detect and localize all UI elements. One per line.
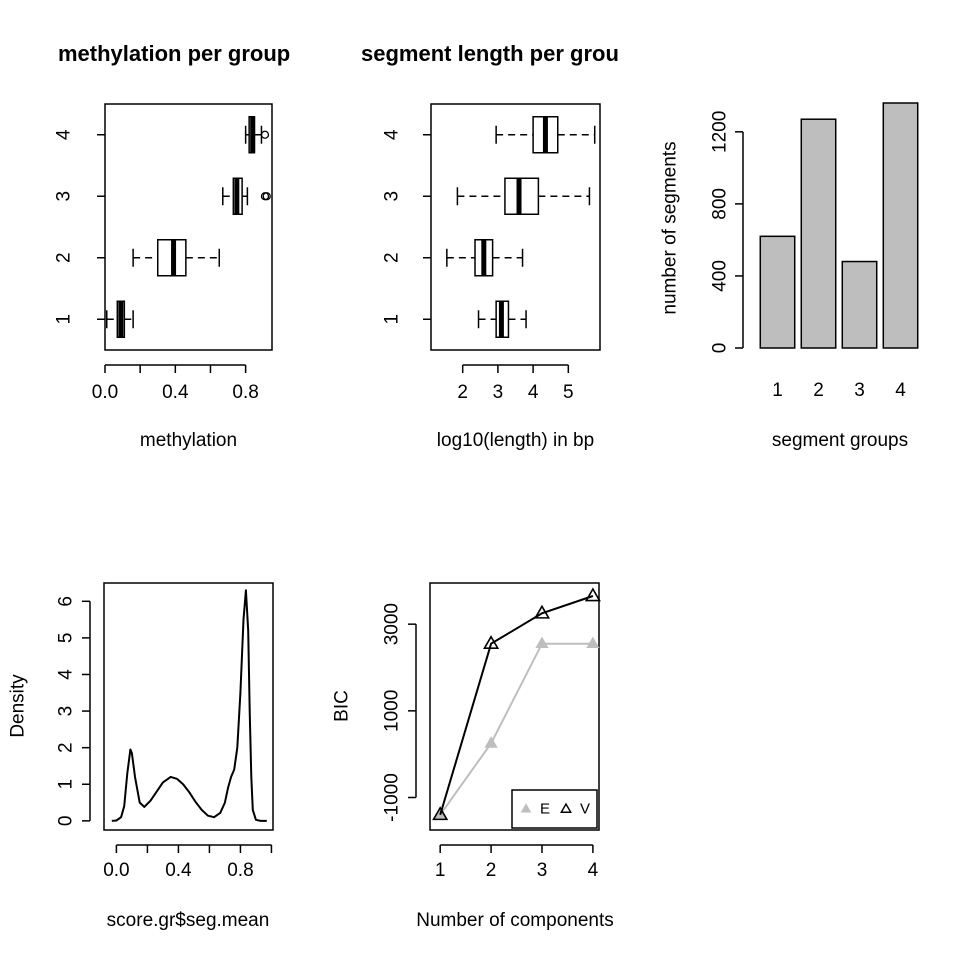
density-curve bbox=[111, 589, 267, 822]
x-tick-label: 5 bbox=[563, 382, 574, 403]
panel-methylation-boxplot: methylation per group 1 2 3 4 0.0 0.4 0.8 methyl… bbox=[54, 41, 291, 451]
y-tick-label: 4 bbox=[54, 129, 75, 140]
plot-title: segment length per grou bbox=[361, 41, 619, 66]
y-tick-label: 1 bbox=[382, 314, 403, 325]
legend-marker-V bbox=[560, 802, 572, 813]
x-tick-label: 3 bbox=[854, 380, 865, 401]
panel-bic-plot: E V 1 2 3 4 -1000 1000 3000 BIC Number of componen… bbox=[332, 582, 614, 931]
y-tick-label: 3000 bbox=[382, 603, 403, 645]
series-point-V bbox=[533, 604, 551, 619]
y-tick-label: 0 bbox=[710, 343, 731, 354]
x-tick-label: 0.4 bbox=[162, 382, 189, 403]
series-point-V bbox=[483, 635, 500, 650]
bar-group-3 bbox=[841, 260, 878, 349]
x-tick-label: 2 bbox=[486, 860, 497, 881]
x-tick-label: 4 bbox=[588, 860, 599, 881]
x-axis-label: log10(length) in bp bbox=[437, 430, 594, 451]
y-tick-label: -1000 bbox=[382, 773, 403, 822]
x-axis-label: segment groups bbox=[772, 430, 908, 451]
plot-frame bbox=[429, 582, 600, 831]
series-point-V bbox=[432, 806, 449, 821]
series-point-E bbox=[586, 636, 600, 649]
x-tick-label: 0.4 bbox=[165, 860, 192, 881]
series-point-E bbox=[484, 736, 498, 748]
x-tick-label: 4 bbox=[528, 382, 539, 403]
y-tick-label: 4 bbox=[382, 129, 403, 140]
bar-group-2 bbox=[800, 118, 837, 349]
x-tick-label: 0.8 bbox=[232, 382, 258, 403]
y-tick-label: 2 bbox=[382, 252, 403, 263]
bar-group-1 bbox=[759, 235, 796, 349]
y-tick-label: 400 bbox=[710, 260, 731, 292]
box-group-3 bbox=[504, 177, 540, 215]
legend-marker-E bbox=[520, 803, 532, 813]
y-tick-label: 4 bbox=[56, 669, 77, 680]
plot-frame bbox=[104, 103, 273, 351]
x-tick-label: 1 bbox=[772, 380, 783, 401]
y-axis-label: number of segments bbox=[660, 141, 681, 314]
bar-group-4 bbox=[882, 102, 919, 349]
x-tick-label: 2 bbox=[457, 382, 468, 403]
plot-title: methylation per group bbox=[58, 41, 290, 66]
series-line-E bbox=[439, 642, 593, 816]
plot-frame bbox=[103, 582, 274, 831]
y-tick-label: 0 bbox=[56, 816, 77, 827]
y-axis-label: BIC bbox=[332, 690, 353, 722]
y-tick-label: 800 bbox=[710, 188, 731, 220]
series-point-E bbox=[535, 636, 549, 649]
series-point-V bbox=[584, 587, 601, 602]
x-axis-label: methylation bbox=[140, 430, 237, 451]
y-tick-label: 6 bbox=[56, 596, 77, 607]
x-tick-label: 3 bbox=[537, 860, 548, 881]
x-tick-label: 2 bbox=[813, 380, 824, 401]
legend-label: V bbox=[580, 801, 590, 818]
y-tick-label: 1 bbox=[56, 779, 77, 790]
x-tick-label: 0.8 bbox=[227, 860, 253, 881]
x-tick-label: 0.0 bbox=[103, 860, 129, 881]
legend-box bbox=[511, 789, 598, 829]
y-tick-label: 2 bbox=[54, 252, 75, 263]
x-tick-label: 4 bbox=[895, 380, 906, 401]
y-tick-label: 5 bbox=[56, 633, 77, 644]
x-tick-label: 1 bbox=[435, 860, 446, 881]
panel-density-plot: 0.0 0.4 0.8 0 1 2 3 4 5 6 Density score.gr$seg.mean bbox=[8, 582, 274, 931]
panel-segment-count-barplot: 1 2 3 4 0 400 800 1200 number of segments segment… bbox=[660, 102, 919, 451]
x-tick-label: 3 bbox=[493, 382, 504, 403]
panel-segment-length-boxplot: segment length per grou 1 2 3 4 2 3 4 5 log10(len… bbox=[361, 41, 619, 451]
outlier-point bbox=[262, 192, 271, 201]
x-axis-label: Number of components bbox=[416, 910, 614, 931]
y-tick-label: 1000 bbox=[382, 690, 403, 732]
y-tick-label: 1200 bbox=[710, 111, 731, 153]
x-axis-label: score.gr$seg.mean bbox=[107, 910, 270, 931]
y-tick-label: 1 bbox=[54, 314, 75, 325]
y-tick-label: 3 bbox=[56, 706, 77, 717]
y-tick-label: 3 bbox=[382, 191, 403, 202]
y-tick-label: 3 bbox=[54, 191, 75, 202]
legend-label: E bbox=[540, 801, 550, 818]
x-tick-label: 0.0 bbox=[92, 382, 118, 403]
y-axis-label: Density bbox=[8, 674, 29, 738]
plot-frame bbox=[430, 103, 601, 351]
series-line-V bbox=[439, 595, 594, 816]
outlier-point bbox=[260, 130, 270, 139]
y-tick-label: 2 bbox=[56, 742, 77, 753]
